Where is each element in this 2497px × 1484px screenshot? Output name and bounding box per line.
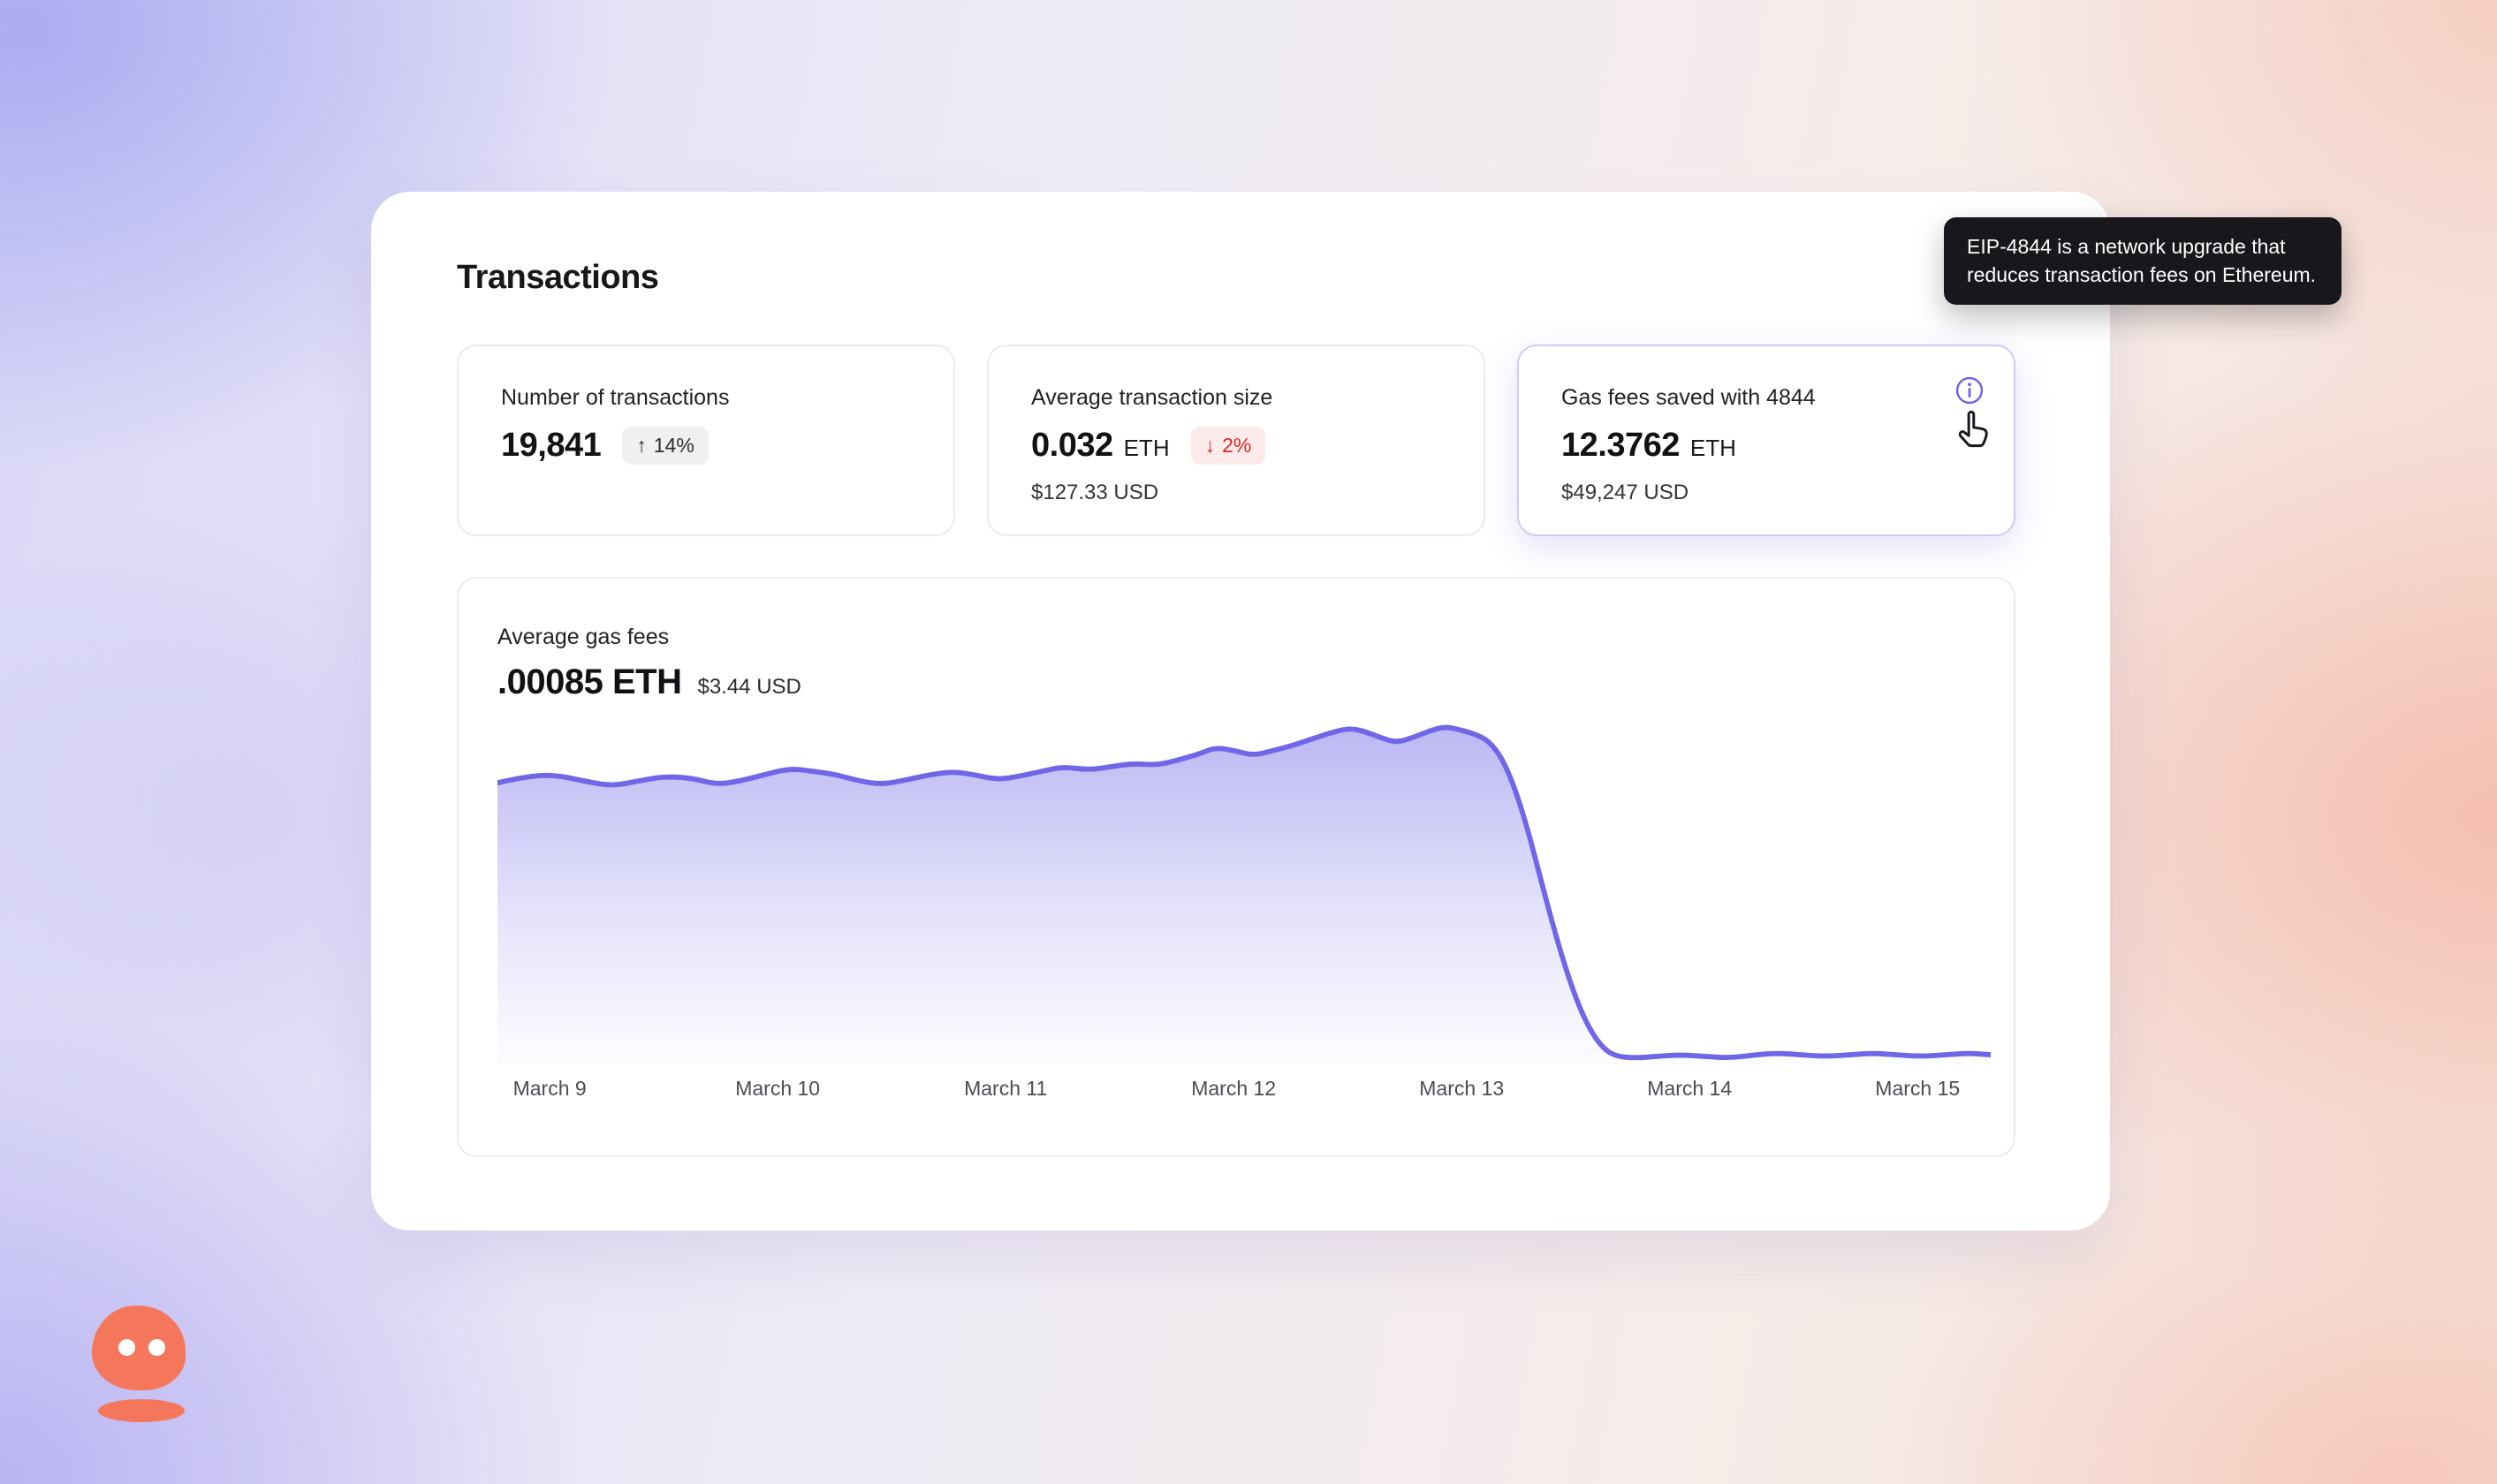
stat-value-row: 12.3762 ETH: [1561, 427, 1971, 465]
gas-fees-area-chart: [497, 722, 1991, 1064]
value-group: 12.3762 ETH: [1561, 427, 1736, 465]
chart-line: [497, 724, 1991, 1061]
x-axis-label: March 11: [964, 1077, 1048, 1100]
change-badge: ↓ 2%: [1190, 427, 1266, 465]
stat-label: Number of transactions: [501, 385, 730, 410]
info-icon[interactable]: [1954, 375, 1985, 405]
stat-card-number-of-transactions: Number of transactions 19,841 ↑ 14%: [457, 344, 955, 536]
x-axis-label: March 9: [512, 1077, 587, 1100]
value-group: 19,841: [501, 427, 602, 465]
x-axis-label: March 10: [735, 1077, 821, 1100]
change-percent: 14%: [653, 434, 694, 457]
x-axis-label: March 15: [1875, 1077, 1961, 1100]
arrow-up-icon: ↑: [636, 434, 647, 457]
transactions-panel: Transactions Number of transactions 19,8…: [371, 192, 2110, 1230]
stats-row: Number of transactions 19,841 ↑ 14% Aver…: [457, 344, 2015, 536]
stat-unit: ETH: [1123, 435, 1170, 461]
mascot-eye-left: [118, 1339, 135, 1356]
change-percent: 2%: [1222, 434, 1252, 457]
mascot-eye-right: [148, 1339, 165, 1356]
stat-label: Gas fees saved with 4844: [1561, 385, 1816, 410]
stat-card-average-transaction-size: Average transaction size 0.032 ETH ↓ 2% …: [987, 344, 1485, 536]
stat-value: 19,841: [501, 427, 602, 464]
arrow-down-icon: ↓: [1204, 434, 1216, 457]
stat-unit: ETH: [1689, 435, 1736, 461]
mascot-base: [98, 1399, 185, 1422]
change-badge: ↑ 14%: [622, 427, 709, 465]
chart-svg: [497, 724, 1991, 1064]
x-axis-label: March 13: [1419, 1077, 1505, 1100]
eip-4844-tooltip: EIP-4844 is a network upgrade that reduc…: [1944, 217, 2341, 306]
brand-mascot-logo: [92, 1306, 191, 1422]
stat-value: 0.032: [1031, 427, 1113, 464]
stat-label: Average transaction size: [1031, 385, 1273, 410]
stat-value-row: 0.032 ETH ↓ 2%: [1031, 427, 1441, 465]
x-axis-labels: March 9 March 10 March 11 March 12 March 13 M…: [497, 1077, 1991, 1116]
mascot-head: [92, 1306, 186, 1390]
chart-area-fill: [497, 727, 1991, 1064]
value-group: 0.032 ETH: [1031, 427, 1170, 465]
chart-value: .00085 ETH: [497, 662, 682, 701]
stat-secondary-usd: $127.33 USD: [1031, 481, 1159, 504]
stat-value-row: 19,841 ↑ 14%: [501, 427, 911, 465]
x-axis-label: March 12: [1191, 1077, 1277, 1100]
stat-card-gas-fees-saved[interactable]: Gas fees saved with 4844 12.3762 ETH $49…: [1517, 344, 2015, 536]
tooltip-text: EIP-4844 is a network upgrade that reduc…: [1967, 235, 2317, 286]
stat-secondary-usd: $49,247 USD: [1561, 481, 1689, 504]
x-axis-label: March 14: [1647, 1077, 1733, 1100]
average-gas-fees-chart-card: Average gas fees .00085 ETH $3.44 USD Ma…: [457, 577, 2015, 1157]
stat-value: 12.3762: [1561, 427, 1680, 464]
page-title: Transactions: [457, 259, 659, 296]
chart-value-usd: $3.44 USD: [697, 675, 801, 699]
chart-title: Average gas fees: [497, 625, 670, 649]
chart-value-row: .00085 ETH $3.44 USD: [497, 662, 1991, 702]
